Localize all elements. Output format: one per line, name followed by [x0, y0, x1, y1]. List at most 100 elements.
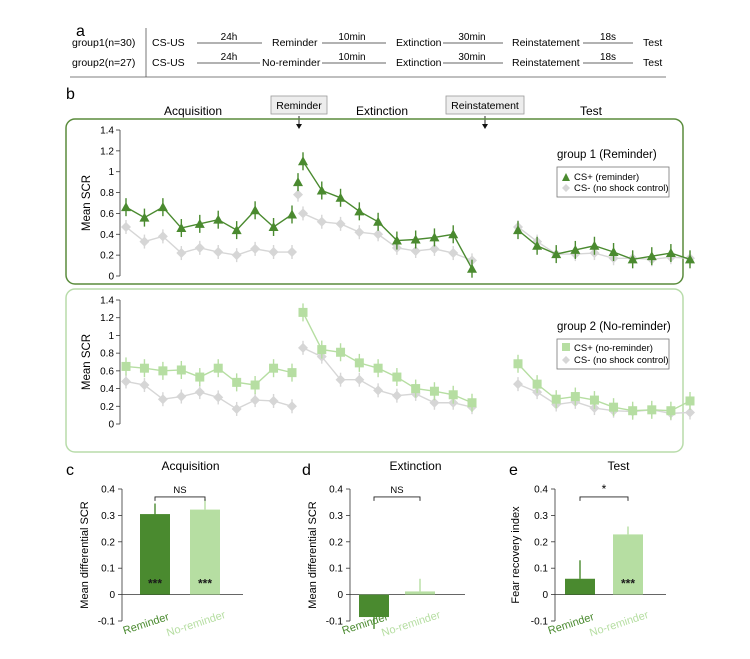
protocol-step: Extinction	[396, 37, 442, 49]
series-line	[125, 226, 292, 256]
data-point	[335, 192, 346, 202]
data-point	[373, 229, 384, 240]
chart-title: Test	[607, 459, 630, 473]
series-line	[302, 312, 473, 404]
data-point	[589, 395, 599, 405]
data-point	[429, 243, 440, 254]
data-point	[316, 185, 327, 195]
data-point	[411, 384, 421, 394]
comparison-bracket	[373, 496, 421, 501]
data-point	[551, 394, 561, 404]
reinstatement-arrowhead-icon	[482, 124, 488, 129]
y-tick-label: 0.3	[101, 511, 115, 522]
y-tick-label: -0.1	[531, 617, 549, 628]
data-point	[316, 216, 327, 227]
data-point	[354, 227, 365, 238]
comparison-bracket	[154, 496, 206, 501]
protocol-step: Test	[643, 57, 662, 69]
data-point	[176, 223, 187, 233]
test-bar-chart: Test -0.1 0 0.1 0.2 0.3 0.4 Fear recovery index…	[510, 459, 666, 639]
y-tick-label: 0.2	[100, 402, 114, 413]
protocol-step: No-reminder	[262, 57, 321, 69]
y-axis-label: Mean differential SCR	[307, 501, 319, 608]
data-point	[213, 392, 224, 403]
data-point	[176, 248, 187, 259]
data-point	[157, 394, 168, 405]
data-point	[194, 387, 205, 398]
y-tick-label: 0.3	[329, 511, 343, 522]
data-point	[391, 390, 402, 401]
group2-frame	[65, 288, 684, 453]
data-point	[121, 376, 131, 387]
data-point	[467, 398, 477, 408]
data-point	[685, 396, 695, 406]
triangle-marker-icon	[562, 173, 570, 181]
data-point	[176, 391, 187, 402]
y-tick-label: 1	[108, 167, 114, 178]
data-point	[268, 395, 279, 406]
y-tick-label: 0.2	[100, 251, 114, 262]
data-point	[373, 216, 384, 226]
reinstatement-marker-box	[445, 95, 525, 115]
data-point	[354, 374, 365, 385]
data-point	[298, 342, 308, 353]
data-point	[666, 406, 676, 416]
data-point	[298, 307, 308, 317]
protocol-step: Reminder	[272, 37, 318, 49]
y-tick-label: 0.2	[329, 537, 343, 548]
protocol-interval: 30min	[458, 32, 485, 43]
data-point	[532, 379, 542, 389]
y-tick-label: 0.4	[534, 485, 548, 496]
y-tick-label: 0.4	[100, 384, 114, 395]
data-point	[317, 345, 327, 355]
protocol-table: group1(n=30) group2(n=27) CS-US Reminder…	[70, 28, 666, 78]
data-point	[589, 240, 600, 250]
data-point	[429, 232, 440, 242]
y-tick-label: 1	[108, 331, 114, 342]
y-tick-label: 0	[108, 272, 114, 283]
data-point	[157, 202, 168, 212]
data-point	[195, 372, 205, 382]
protocol-step: Reinstatement	[512, 57, 580, 69]
group1-chart-title: group 1 (Reminder)	[557, 149, 657, 161]
y-tick-label: 0.4	[100, 230, 114, 241]
panel-label-b: b	[66, 86, 75, 103]
y-tick-label: -0.1	[98, 617, 116, 628]
data-point	[609, 402, 619, 412]
group1-frame	[65, 118, 684, 285]
reminder-marker-box	[270, 95, 328, 115]
y-tick-label: 1.2	[100, 313, 114, 324]
bar	[359, 594, 389, 618]
data-point	[139, 212, 150, 222]
data-point	[608, 247, 619, 257]
data-point	[268, 247, 279, 258]
data-point	[373, 363, 383, 373]
data-point	[139, 363, 149, 373]
data-point	[293, 189, 303, 200]
data-point	[354, 206, 365, 216]
diamond-marker-icon	[562, 356, 570, 364]
protocol-interval: 18s	[600, 52, 616, 63]
data-point	[287, 401, 297, 412]
data-point	[158, 366, 168, 376]
data-point	[646, 251, 657, 261]
data-point	[231, 250, 242, 261]
reinstatement-marker-label: Reinstatement	[451, 100, 519, 112]
data-point	[121, 221, 131, 232]
data-point	[298, 156, 308, 166]
data-point	[429, 397, 440, 408]
series-line	[517, 226, 691, 261]
y-tick-label: 0.8	[100, 188, 114, 199]
panel-label-d: d	[302, 462, 311, 479]
data-point	[570, 244, 581, 254]
phase-title-test: Test	[580, 104, 603, 118]
protocol-step: CS-US	[152, 37, 185, 49]
significance-label: ***	[621, 577, 635, 591]
y-tick-label: 0	[108, 420, 114, 431]
data-point	[391, 235, 402, 245]
y-tick-label: 0.4	[329, 485, 343, 496]
reminder-arrowhead-icon	[296, 124, 302, 129]
diamond-marker-icon	[562, 184, 570, 192]
data-point	[410, 234, 421, 244]
